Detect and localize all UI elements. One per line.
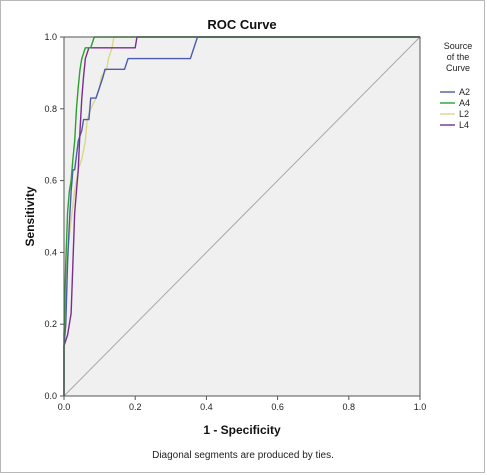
footnote: Diagonal segments are produced by ties. <box>152 450 334 461</box>
y-axis-title: Sensitivity <box>23 186 37 246</box>
x-axis-title: 1 - Specificity <box>203 423 281 437</box>
x-tick-label: 0.2 <box>129 402 142 412</box>
legend-label-l2: L2 <box>459 109 469 119</box>
y-axis: 0.0 0.2 0.4 0.6 0.8 1.0 <box>44 32 64 401</box>
x-tick-label: 0.8 <box>343 402 356 412</box>
series-line-l4 <box>63 36 420 396</box>
x-axis: 0.0 0.2 0.4 0.6 0.8 1.0 <box>58 396 427 412</box>
x-tick-label: 1.0 <box>414 402 427 412</box>
legend-label-a2: A2 <box>459 87 470 97</box>
series-line-a2 <box>63 36 420 396</box>
x-tick-label: 0.0 <box>58 402 71 412</box>
legend-label-a4: A4 <box>459 98 470 108</box>
plot-border <box>63 36 421 397</box>
x-tick-label: 0.6 <box>271 402 284 412</box>
y-tick-label: 0.6 <box>44 176 57 186</box>
y-tick-label: 0.2 <box>44 319 57 329</box>
legend-label-l4: L4 <box>459 120 469 130</box>
y-tick-label: 0.4 <box>44 247 57 257</box>
series-line-a4 <box>63 36 420 396</box>
y-tick-label: 0.8 <box>44 104 57 114</box>
y-tick-label: 1.0 <box>44 32 57 42</box>
reference-diagonal <box>63 36 421 397</box>
x-tick-label: 0.4 <box>200 402 213 412</box>
chart-title: ROC Curve <box>207 17 276 32</box>
y-tick-label: 0.0 <box>44 391 57 401</box>
series-layer <box>63 36 420 396</box>
legend-title-line: Curve <box>446 63 470 73</box>
legend-title-line: Source <box>444 41 473 51</box>
legend-title-line: of the <box>447 52 470 62</box>
